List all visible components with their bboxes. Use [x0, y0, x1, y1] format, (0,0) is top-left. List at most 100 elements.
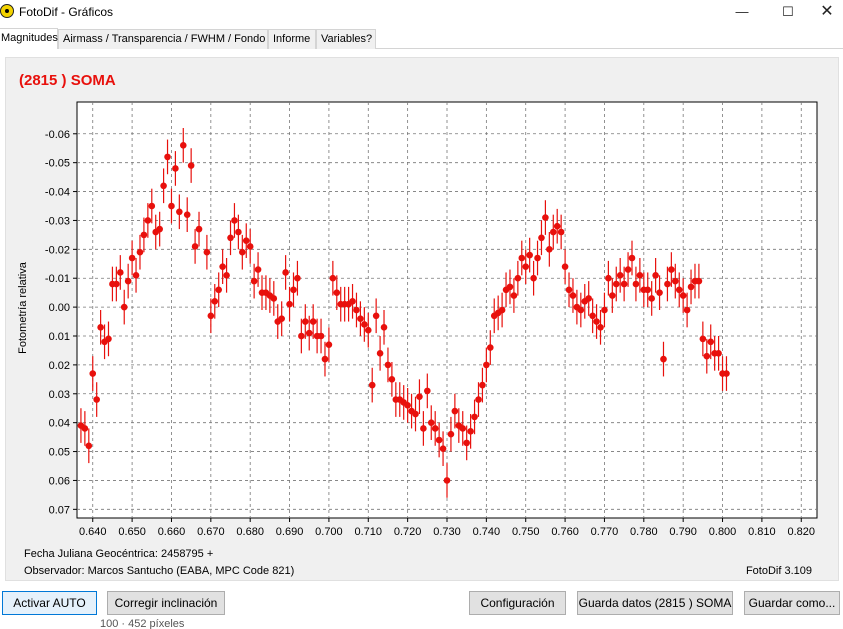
data-point	[723, 356, 730, 391]
data-point	[179, 128, 187, 163]
point-marker	[443, 477, 451, 484]
point-marker	[132, 272, 140, 279]
data-point	[443, 463, 451, 498]
close-button[interactable]: ✕	[820, 3, 834, 20]
guardar-como-button[interactable]: Guardar como...	[744, 591, 840, 615]
data-point	[176, 194, 183, 230]
data-point	[439, 431, 447, 466]
point-marker	[549, 228, 557, 236]
point-marker	[609, 292, 616, 299]
guarda-datos-button[interactable]: Guarda datos (2815 ) SOMA	[577, 591, 733, 615]
point-marker	[85, 442, 93, 450]
data-point	[89, 356, 97, 391]
point-marker	[128, 254, 136, 262]
point-marker	[179, 142, 187, 149]
data-point	[85, 428, 93, 464]
x-tick-label: 0.680	[236, 526, 264, 538]
point-marker	[113, 280, 120, 288]
data-point	[715, 336, 722, 371]
tab-magnitudes[interactable]: Magnitudes	[0, 28, 58, 49]
point-marker	[668, 266, 675, 273]
point-marker	[671, 277, 679, 285]
point-marker	[475, 396, 482, 403]
data-point	[538, 220, 545, 256]
point-marker	[282, 269, 289, 276]
point-marker	[664, 280, 671, 288]
point-marker	[361, 321, 368, 328]
data-point	[105, 321, 112, 357]
point-marker	[565, 286, 573, 294]
data-point	[668, 252, 675, 287]
data-point	[632, 266, 640, 302]
data-point	[483, 347, 490, 383]
data-point	[309, 304, 317, 339]
data-point	[317, 318, 325, 354]
point-marker	[498, 306, 506, 314]
tab-airmass[interactable]: Airmass / Transparencia / FWHM / Fondo	[58, 29, 268, 49]
point-marker	[593, 318, 600, 325]
minimize-button[interactable]: —	[735, 4, 749, 19]
data-point	[376, 336, 384, 371]
point-marker	[183, 211, 191, 218]
chart-panel: (2815 ) SOMA 0.640 0.650 0.660 0.670 0.680 0.…	[5, 57, 839, 581]
data-point	[136, 234, 144, 270]
point-marker	[542, 214, 549, 221]
data-point	[707, 324, 715, 360]
point-marker	[290, 286, 297, 294]
lightcurve-chart: (2815 ) SOMA 0.640 0.650 0.660 0.670 0.680 0.…	[17, 72, 818, 577]
point-marker	[278, 315, 285, 322]
data-point	[463, 425, 470, 461]
data-point	[235, 214, 242, 250]
data-point	[427, 405, 435, 440]
x-tick-label: 0.740	[473, 526, 501, 538]
y-tick-label: 0.07	[49, 504, 70, 516]
corregir-inclinacion-button[interactable]: Corregir inclinación	[107, 591, 225, 615]
point-marker	[156, 225, 163, 233]
point-marker	[451, 407, 459, 415]
y-tick-label: -0.01	[45, 273, 70, 285]
point-marker	[235, 228, 242, 236]
point-marker	[471, 413, 478, 421]
data-point	[451, 393, 459, 429]
point-marker	[632, 280, 640, 288]
data-point	[254, 252, 262, 287]
data-point	[321, 341, 329, 377]
data-point	[561, 249, 569, 284]
data-point	[364, 312, 372, 348]
point-marker	[144, 217, 152, 224]
data-point	[97, 310, 104, 345]
point-marker	[514, 274, 522, 282]
data-point	[518, 240, 526, 276]
point-marker	[510, 292, 518, 299]
x-tick-label: 0.720	[394, 526, 422, 538]
point-marker	[435, 436, 443, 444]
point-marker	[483, 361, 490, 369]
x-tick-label: 0.670	[197, 526, 225, 538]
point-marker	[612, 280, 620, 288]
point-marker	[203, 248, 211, 256]
activar-auto-button[interactable]: Activar AUTO	[2, 591, 97, 615]
data-point	[270, 281, 278, 316]
point-marker	[317, 332, 325, 340]
tab-informe[interactable]: Informe	[268, 29, 316, 49]
point-marker	[683, 306, 691, 314]
x-tick-label: 0.650	[118, 526, 146, 538]
point-marker	[116, 269, 124, 276]
point-marker	[652, 272, 659, 279]
point-marker	[305, 329, 313, 337]
data-point	[93, 382, 100, 417]
tab-variables[interactable]: Variables?	[316, 29, 376, 49]
data-point	[372, 298, 380, 334]
maximize-button[interactable]: ☐	[782, 4, 794, 19]
data-point	[660, 341, 667, 377]
x-tick-label: 0.710	[355, 526, 383, 538]
data-point	[404, 388, 411, 423]
data-point	[333, 275, 341, 310]
point-marker	[624, 266, 632, 273]
point-marker	[380, 324, 388, 331]
data-point	[250, 263, 258, 299]
y-tick-label: 0.04	[49, 418, 70, 430]
configuracion-button[interactable]: Configuración	[469, 591, 566, 615]
data-point	[703, 338, 711, 374]
data-point	[211, 284, 219, 319]
